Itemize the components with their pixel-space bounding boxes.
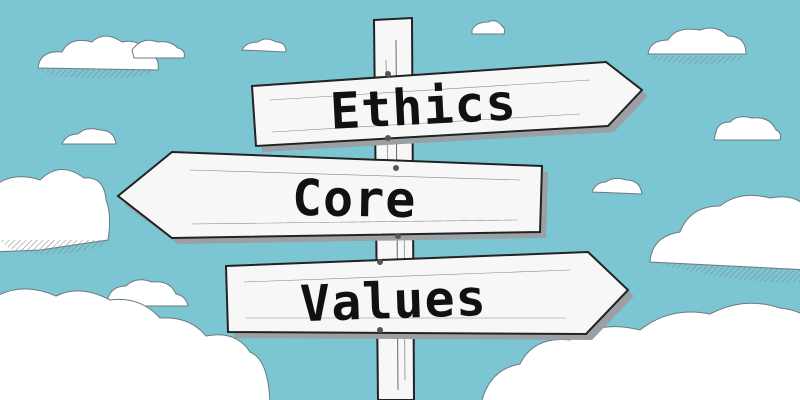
cloud-right-small [713, 116, 781, 141]
sign-board-bottom [224, 250, 634, 340]
sign-label-values: Values [299, 268, 488, 334]
cloud-right-large [649, 194, 800, 283]
cloud-bottom-left [0, 288, 271, 400]
cloud-mid-right [591, 177, 643, 195]
cloud-top-center [471, 20, 506, 35]
sign-label-ethics: Ethics [328, 73, 519, 141]
sign-label-core: Core [291, 168, 417, 230]
cloud-top-left [37, 35, 185, 78]
cloud-top-right [647, 27, 747, 64]
cloud-bottom-right [481, 302, 800, 400]
cloud-left-small [61, 128, 117, 145]
sign-board-middle [116, 150, 548, 244]
cloud-top-small [241, 38, 287, 53]
sign-board-top [250, 60, 648, 152]
cloud-left-large [0, 169, 111, 255]
